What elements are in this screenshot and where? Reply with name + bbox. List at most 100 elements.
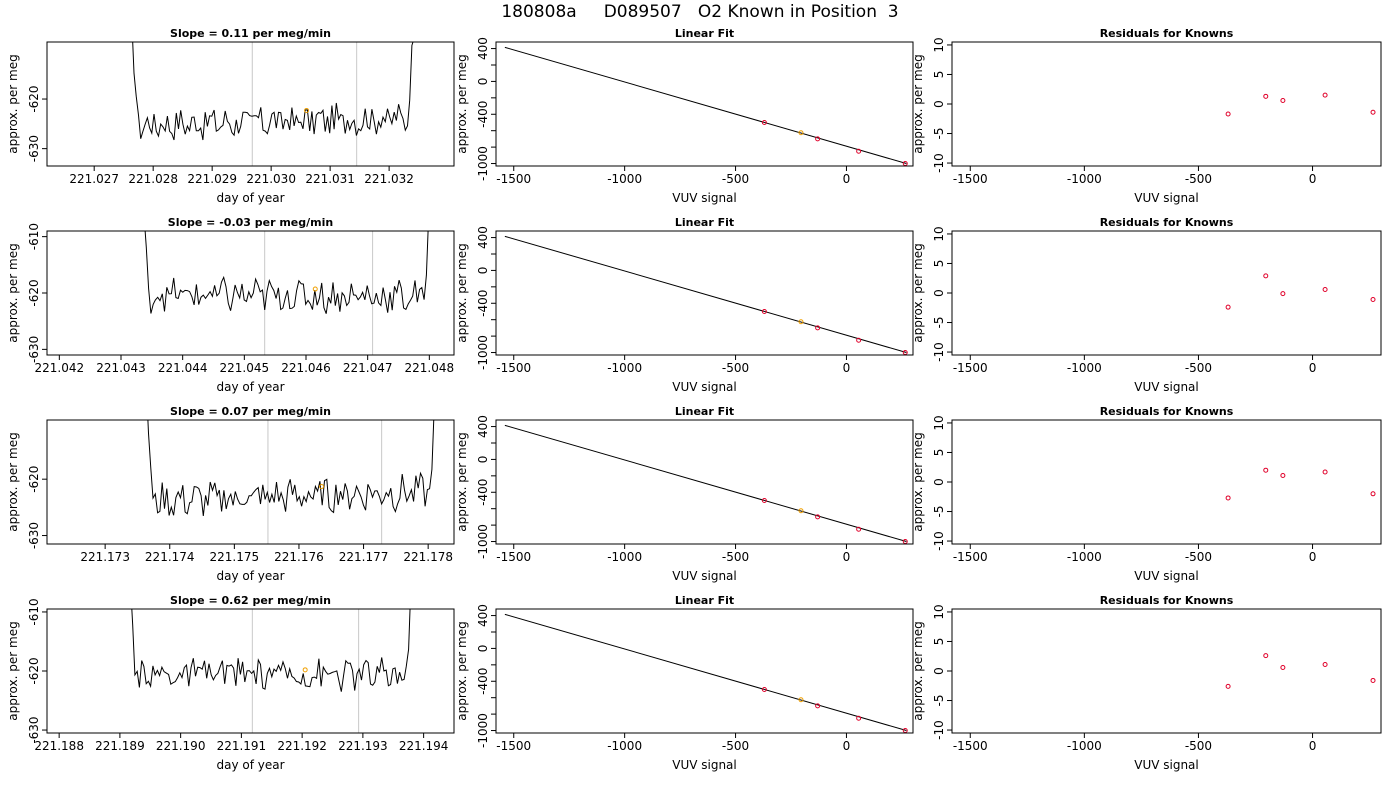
unknown-point	[798, 697, 804, 703]
data-layer	[504, 46, 908, 166]
x-tick-label: -1500	[953, 172, 988, 186]
x-tick-label: 221.174	[145, 550, 195, 564]
plot-frame	[495, 41, 914, 167]
y-tick-label: -5	[932, 506, 946, 518]
panel-title: Linear Fit	[675, 594, 734, 607]
known-point	[815, 703, 821, 709]
x-tick-label: 221.032	[364, 172, 414, 186]
unknown-point	[798, 130, 804, 136]
x-tick-label: 221.028	[128, 172, 178, 186]
data-layer	[147, 420, 435, 516]
residual-point	[1280, 97, 1286, 103]
x-tick-label: -1500	[496, 550, 531, 564]
x-axis-label: day of year	[216, 191, 284, 205]
data-layer	[132, 42, 414, 141]
known-point	[856, 337, 862, 343]
x-tick-label: -500	[1185, 172, 1212, 186]
y-tick-label: -10	[932, 531, 946, 551]
sample-point	[302, 667, 308, 673]
x-tick-label: -1000	[607, 739, 642, 753]
y-tick-label: -400	[476, 668, 490, 695]
y-tick-label: 10	[932, 604, 946, 619]
x-tick-label: 221.173	[80, 550, 130, 564]
figure-title: 180808a D089507 O2 Known in Position 3	[501, 2, 899, 22]
residual-point	[1370, 296, 1376, 302]
known-point	[761, 308, 767, 314]
x-tick-label: -1500	[953, 361, 988, 375]
drift-trace	[131, 609, 411, 692]
x-tick-label: 0	[843, 172, 851, 186]
residual-point	[1322, 469, 1328, 475]
sample-point	[312, 286, 318, 292]
plot-frame	[495, 608, 914, 734]
y-tick-label: -620	[27, 279, 41, 306]
x-tick-label: 221.191	[217, 739, 267, 753]
x-tick-label: 0	[843, 550, 851, 564]
y-tick-label: 5	[932, 638, 946, 646]
y-tick-label: -400	[476, 479, 490, 506]
known-point	[856, 148, 862, 154]
x-tick-label: 0	[1309, 172, 1317, 186]
panel-title: Residuals for Knowns	[1100, 594, 1234, 607]
panel-title: Residuals for Knowns	[1100, 27, 1234, 40]
x-axis-label: VUV signal	[1134, 191, 1199, 205]
y-axis-label: approx. per meg	[911, 621, 925, 720]
residual-point	[1370, 491, 1376, 497]
x-tick-label: 221.029	[187, 172, 237, 186]
x-axis-label: day of year	[216, 569, 284, 583]
x-tick-label: 221.046	[281, 361, 331, 375]
y-axis-label: approx. per meg	[6, 432, 20, 531]
plot-frame	[951, 41, 1382, 167]
data-layer	[1225, 273, 1376, 310]
fit-line	[504, 424, 907, 543]
y-axis-label: approx. per meg	[911, 243, 925, 342]
unknown-point	[798, 508, 804, 514]
y-tick-label: -10	[932, 720, 946, 740]
plot-frame	[495, 419, 914, 545]
y-tick-label: 400	[476, 37, 490, 60]
x-tick-label: -500	[722, 550, 749, 564]
x-tick-label: 221.178	[403, 550, 453, 564]
known-point	[815, 514, 821, 520]
panel-title: Linear Fit	[675, 216, 734, 229]
x-tick-label: -1000	[1067, 739, 1102, 753]
y-tick-label: -630	[27, 336, 41, 363]
x-tick-label: 221.177	[339, 550, 389, 564]
panel-r0-c2: Residuals for Knowns -1500 -1000 -500 0 10 5 0 -…	[911, 27, 1382, 205]
y-tick-label: 0	[932, 667, 946, 675]
sample-point	[319, 484, 325, 490]
y-tick-label: 0	[476, 645, 490, 653]
data-layer	[144, 231, 429, 314]
y-tick-label: 5	[932, 71, 946, 79]
panel-r3-c1: Linear Fit -1500 -1000 -500 0 400 0 -400 -1000 VU…	[455, 594, 914, 772]
x-tick-label: 0	[1309, 550, 1317, 564]
y-axis-label: approx. per meg	[6, 54, 20, 153]
data-layer	[131, 609, 411, 692]
y-tick-label: -620	[27, 85, 41, 112]
panel-title: Slope = 0.07 per meg/min	[170, 405, 331, 418]
drift-trace	[147, 420, 435, 516]
x-tick-label: -1000	[1067, 172, 1102, 186]
x-axis-label: VUV signal	[672, 758, 737, 772]
y-tick-label: 5	[932, 260, 946, 268]
x-tick-label: 0	[843, 739, 851, 753]
panel-title: Slope = 0.11 per meg/min	[170, 27, 331, 40]
panel-r1-c0: Slope = -0.03 per meg/min 221.042 221.043 2…	[6, 216, 455, 394]
y-axis-label: approx. per meg	[911, 432, 925, 531]
y-tick-label: -610	[27, 223, 41, 250]
y-tick-label: 5	[932, 449, 946, 457]
x-tick-label: 221.048	[405, 361, 455, 375]
drift-trace	[144, 231, 429, 314]
unknown-point	[798, 319, 804, 325]
y-tick-label: -1000	[476, 335, 490, 370]
plot-frame	[495, 230, 914, 356]
x-axis-label: VUV signal	[1134, 758, 1199, 772]
residual-point	[1280, 291, 1286, 297]
known-point	[761, 497, 767, 503]
data-layer	[1225, 653, 1376, 689]
y-tick-label: -630	[27, 716, 41, 743]
x-tick-label: 221.193	[338, 739, 388, 753]
y-axis-label: approx. per meg	[455, 243, 469, 342]
residual-point	[1322, 662, 1328, 668]
data-layer	[1225, 467, 1376, 501]
